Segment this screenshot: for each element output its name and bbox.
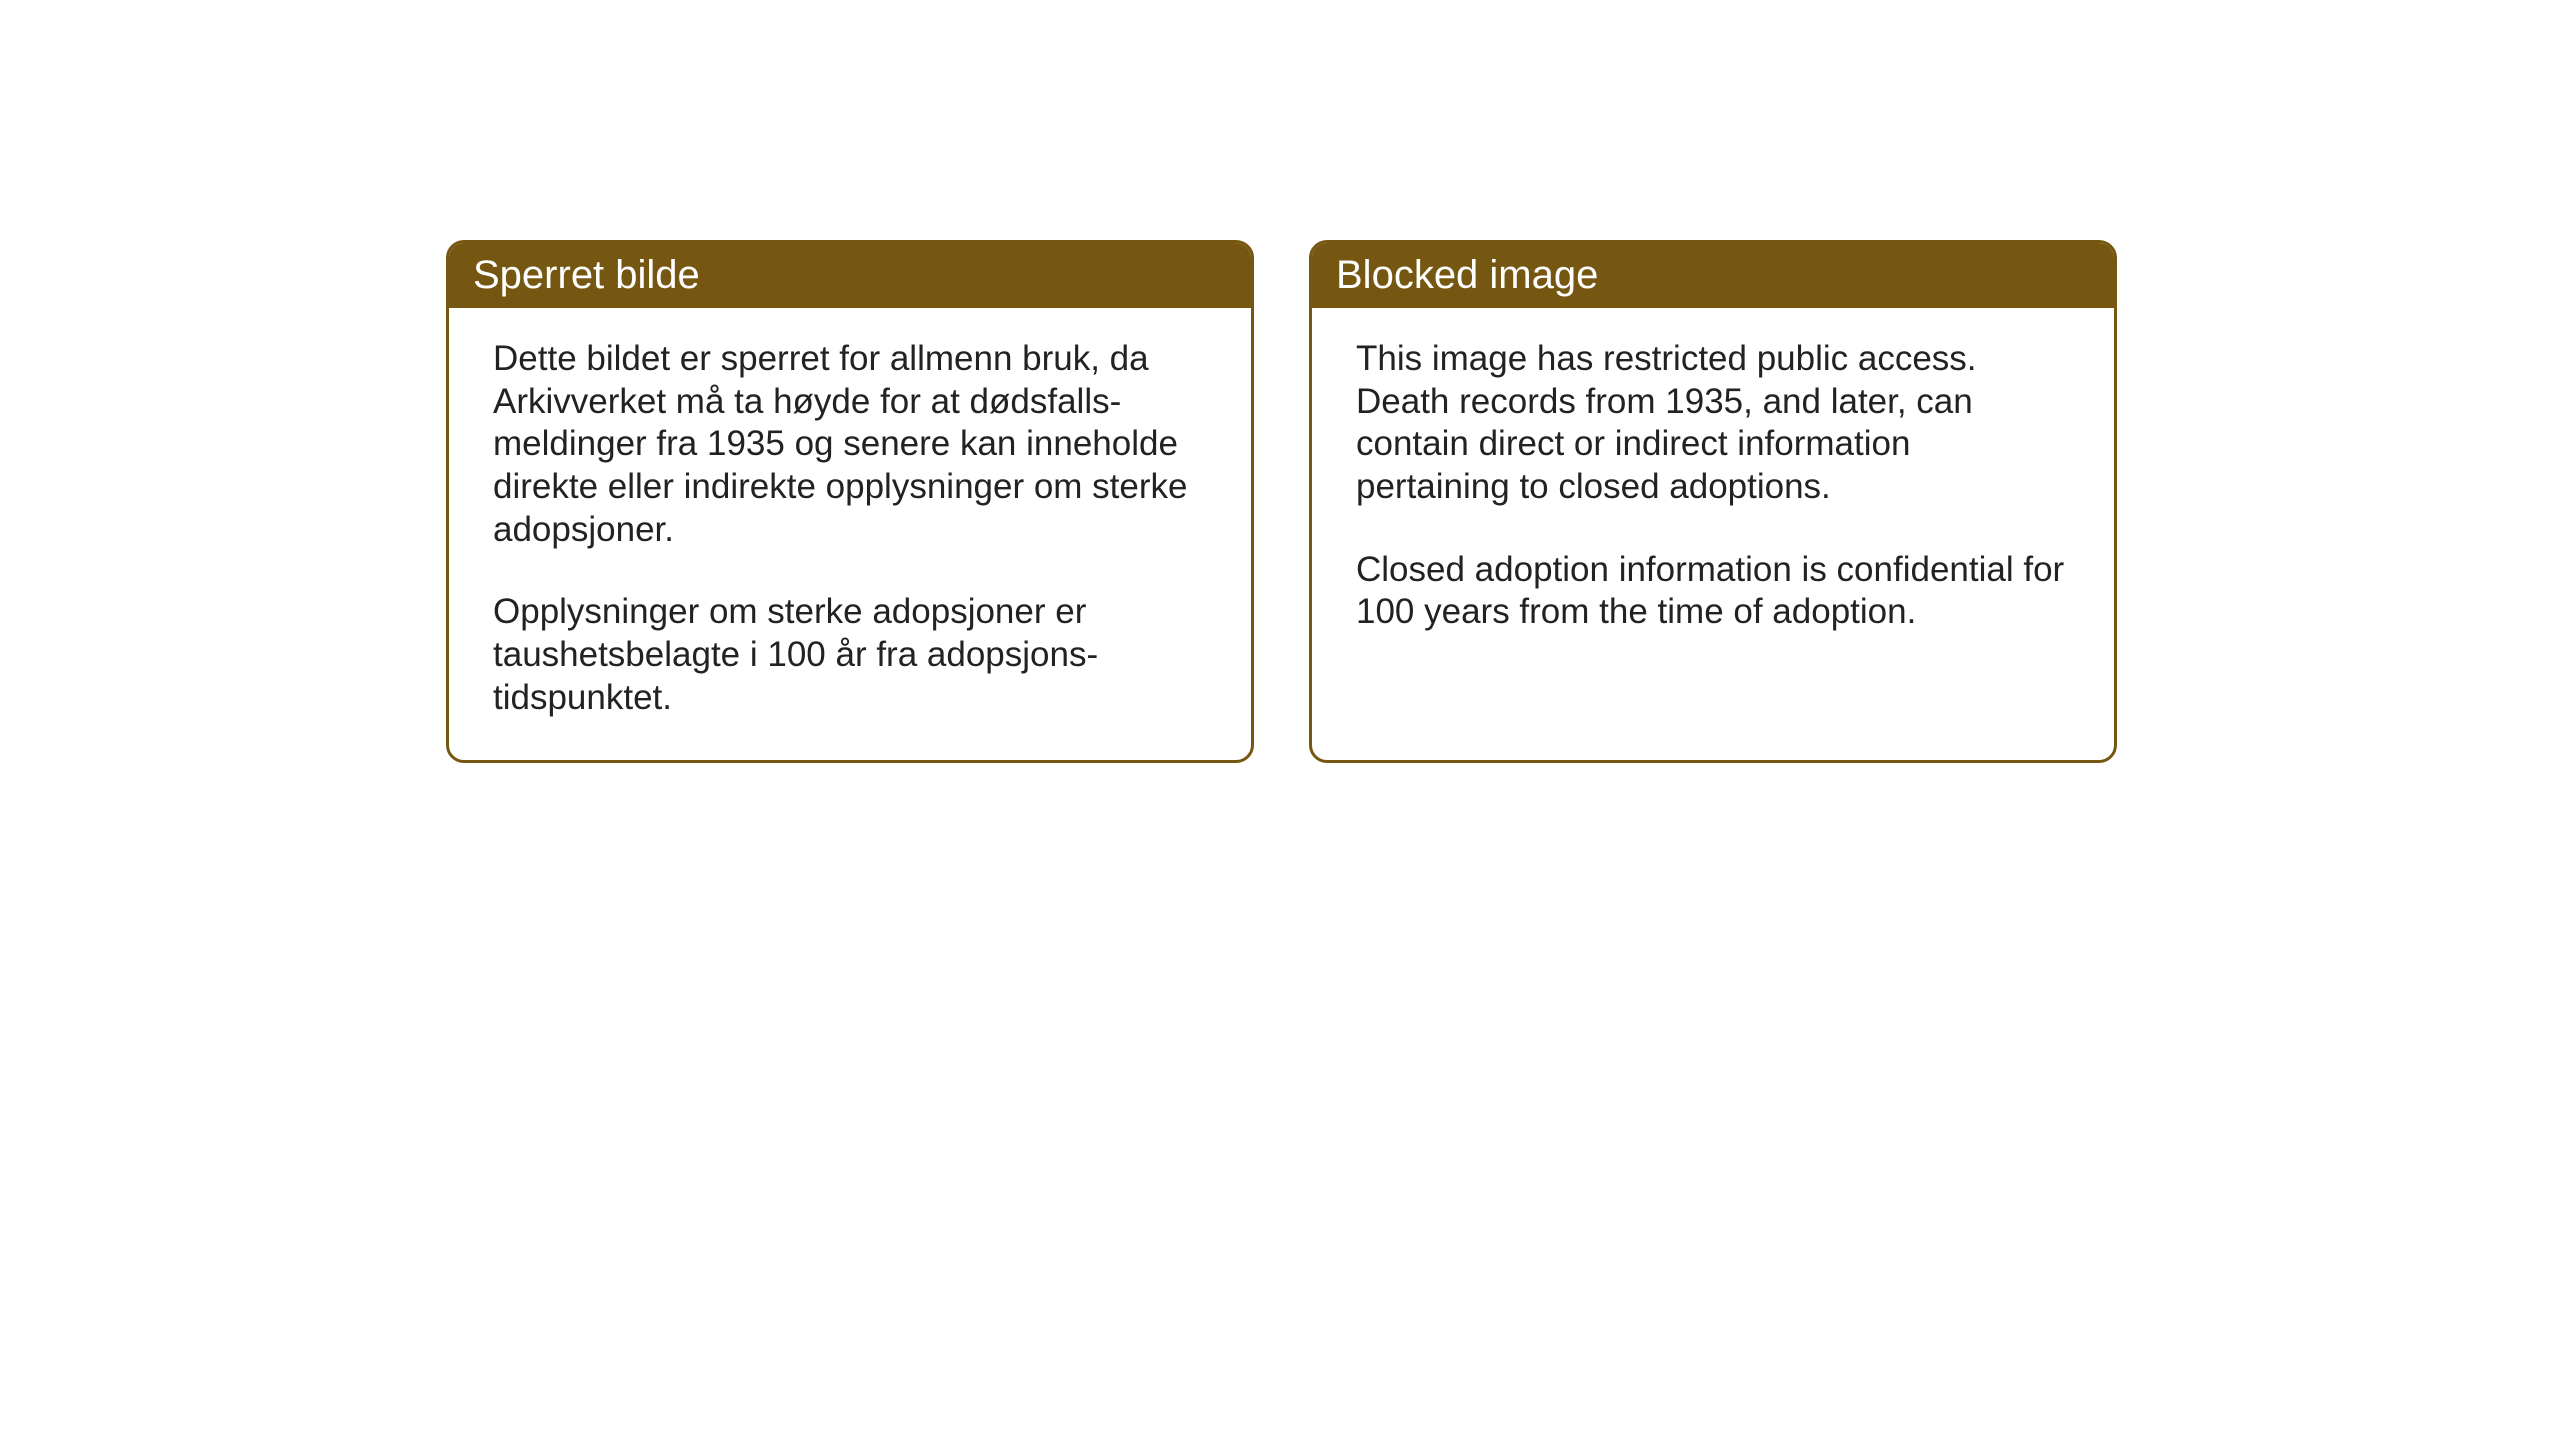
panel-norwegian-body: Dette bildet er sperret for allmenn bruk…: [449, 308, 1251, 760]
panel-norwegian-paragraph-2: Opplysninger om sterke adopsjoner er tau…: [493, 591, 1207, 719]
panel-english-header: Blocked image: [1312, 243, 2114, 308]
panel-english-body: This image has restricted public access.…: [1312, 308, 2114, 738]
panel-english: Blocked image This image has restricted …: [1309, 240, 2117, 763]
panel-norwegian: Sperret bilde Dette bildet er sperret fo…: [446, 240, 1254, 763]
panel-norwegian-paragraph-1: Dette bildet er sperret for allmenn bruk…: [493, 338, 1207, 551]
panel-norwegian-header: Sperret bilde: [449, 243, 1251, 308]
panels-container: Sperret bilde Dette bildet er sperret fo…: [446, 240, 2117, 763]
panel-english-paragraph-1: This image has restricted public access.…: [1356, 338, 2070, 509]
panel-english-paragraph-2: Closed adoption information is confident…: [1356, 549, 2070, 634]
